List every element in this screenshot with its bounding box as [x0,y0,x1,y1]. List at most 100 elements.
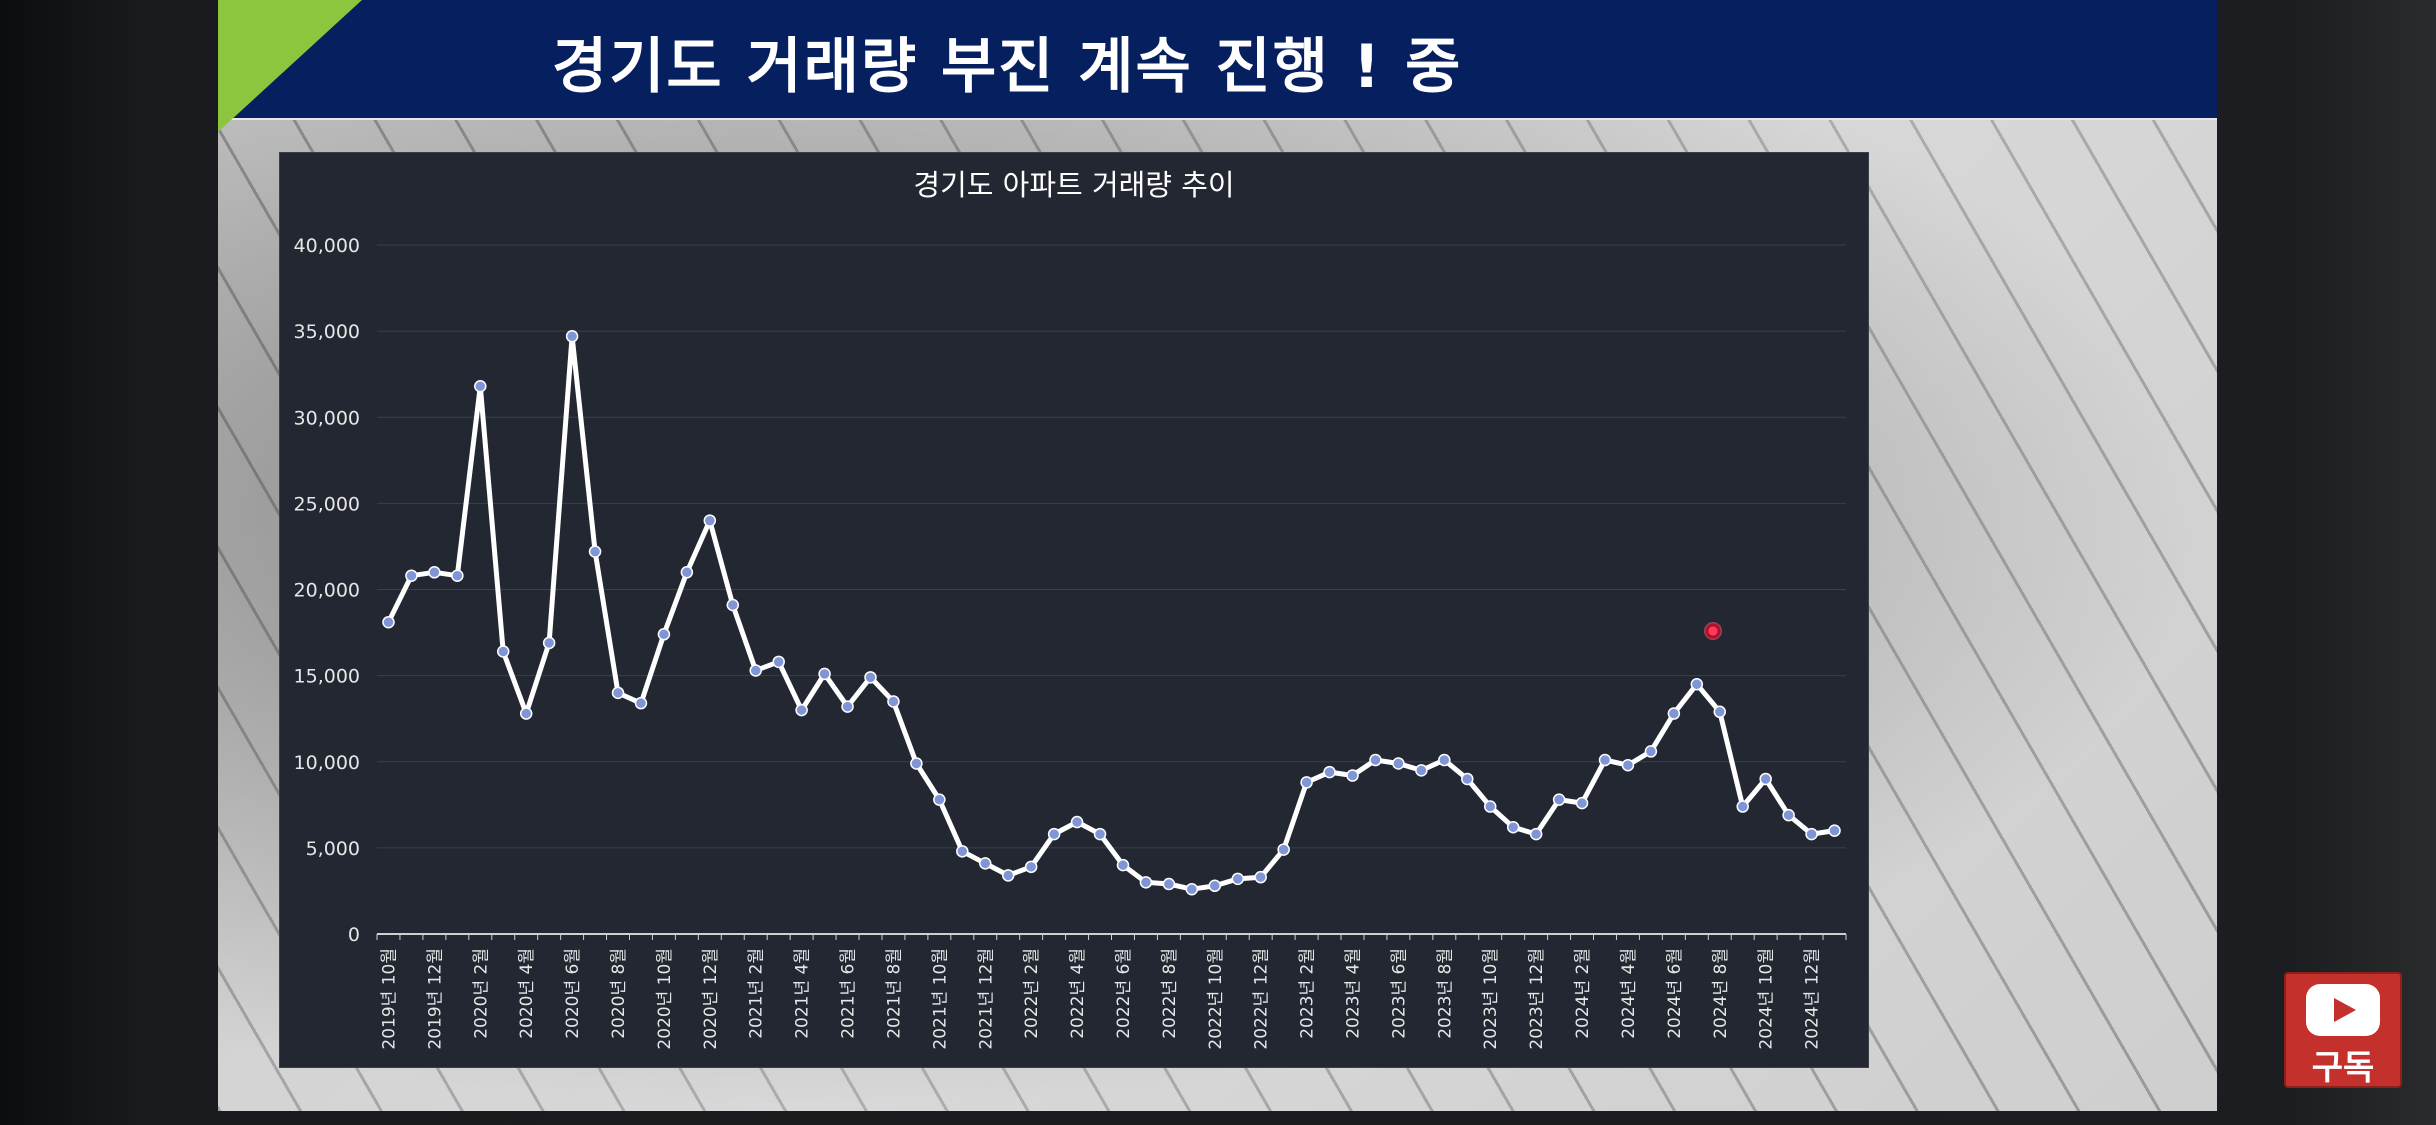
x-tick-label: 2020년 4월 [517,948,537,1039]
x-tick-label: 2023년 6월 [1389,948,1409,1039]
slide-title: 경기도 거래량 부진 계속 진행 ! 중 [552,32,1463,102]
data-point [749,664,762,677]
series-line [386,333,1835,892]
x-tick-label: 2022년 8월 [1160,948,1180,1039]
data-point [1254,870,1267,884]
chart-panel: 경기도 아파트 거래량 추이 0 5,000 10,000 15,000 20,000 2… [279,152,1869,1068]
data-point [1529,827,1543,841]
x-tick-label: 2023년 4월 [1344,948,1364,1039]
data-point [1552,793,1566,806]
x-tick-label: 2021년 6월 [839,948,859,1039]
y-tick-label: 30,000 [294,407,360,429]
subscribe-button[interactable]: 구독 [2284,972,2402,1088]
data-point [611,686,625,700]
data-point [1162,877,1176,891]
data-point [1070,815,1084,829]
data-point [1690,677,1704,691]
data-point [565,330,579,343]
x-tick-label: 2021년 2월 [747,948,767,1039]
data-point [1277,843,1290,856]
data-point [428,566,441,579]
data-point [1713,705,1727,719]
x-tick-label: 2021년 12월 [976,948,996,1050]
data-point [1805,827,1818,841]
data-point [1828,824,1841,837]
x-tick-label: 2024년 8월 [1711,948,1731,1039]
data-point [1759,772,1772,786]
data-point [1231,872,1244,886]
data-point [405,569,418,582]
data-point [864,671,877,684]
x-tick-label: 2019년 12월 [425,948,445,1050]
data-point [933,793,946,806]
x-tick-label: 2020년 8월 [609,948,629,1039]
x-tick-label: 2022년 4월 [1068,948,1088,1039]
data-point [1024,860,1038,874]
y-tick-label: 0 [348,924,360,946]
y-tick-label: 10,000 [294,752,360,774]
data-point [818,667,831,681]
data-point [1782,808,1795,822]
data-point [1621,758,1635,772]
title-bar: 경기도 거래량 부진 계속 진행 ! 중 [218,0,2217,120]
data-point [1667,707,1681,720]
x-tick-label: 2022년 6월 [1114,948,1134,1039]
youtube-play-icon [2306,984,2380,1036]
data-point [657,628,671,641]
x-tick-label: 2022년 12월 [1252,948,1272,1050]
line-chart: 경기도 아파트 거래량 추이 0 5,000 10,000 15,000 20,000 2… [294,168,1847,1050]
data-point [1392,757,1405,770]
data-point [1001,869,1015,882]
data-point [910,757,923,770]
data-point [1185,882,1199,896]
data-point [474,379,487,393]
data-point [1323,765,1336,779]
data-point [1644,745,1658,758]
x-tick-label: 2024년 4월 [1619,948,1639,1039]
y-tick-label: 20,000 [294,580,360,602]
data-point [1483,800,1497,813]
x-tick-label: 2023년 10월 [1481,948,1501,1050]
subscribe-label: 구독 [2311,1048,2375,1088]
data-point [588,545,602,558]
data-point [519,707,533,720]
green-accent-corner [218,0,362,132]
x-tick-label: 2024년 2월 [1573,948,1593,1039]
data-point [1139,876,1153,889]
data-point [1346,769,1359,782]
y-tick-label: 25,000 [294,493,360,515]
data-point [795,703,808,717]
x-tick-label: 2023년 2월 [1298,948,1318,1039]
data-point [1438,753,1451,767]
data-point [1506,820,1520,834]
data-point [1575,796,1589,810]
x-tick-label: 2021년 10월 [930,948,950,1050]
x-tick-label: 2022년 2월 [1022,948,1042,1039]
y-tick-label: 5,000 [306,838,360,860]
data-point [451,569,464,582]
x-tick-label: 2020년 12월 [701,948,721,1050]
y-tick-label: 35,000 [294,321,360,343]
data-point [496,645,510,658]
x-tick-label: 2019년 10월 [379,948,399,1050]
x-tick-label: 2021년 4월 [793,948,813,1039]
data-point [1093,827,1107,841]
data-point [956,845,969,858]
data-point [1369,753,1382,767]
data-point [542,636,556,650]
x-tick-label: 2022년 10월 [1206,948,1226,1050]
data-point [772,655,785,669]
y-tick-label: 15,000 [294,666,360,688]
y-tick-label: 40,000 [294,235,360,257]
data-point [979,857,992,870]
x-tick-label: 2023년 8월 [1435,948,1455,1039]
data-point [680,566,694,579]
data-point [726,598,740,612]
x-tick-label: 2024년 12월 [1803,948,1823,1050]
data-point [1461,772,1474,786]
x-tick-label: 2023년 12월 [1527,948,1547,1050]
data-point [703,514,717,527]
data-point [1300,776,1313,789]
data-point [1598,753,1612,767]
data-point [634,696,648,710]
